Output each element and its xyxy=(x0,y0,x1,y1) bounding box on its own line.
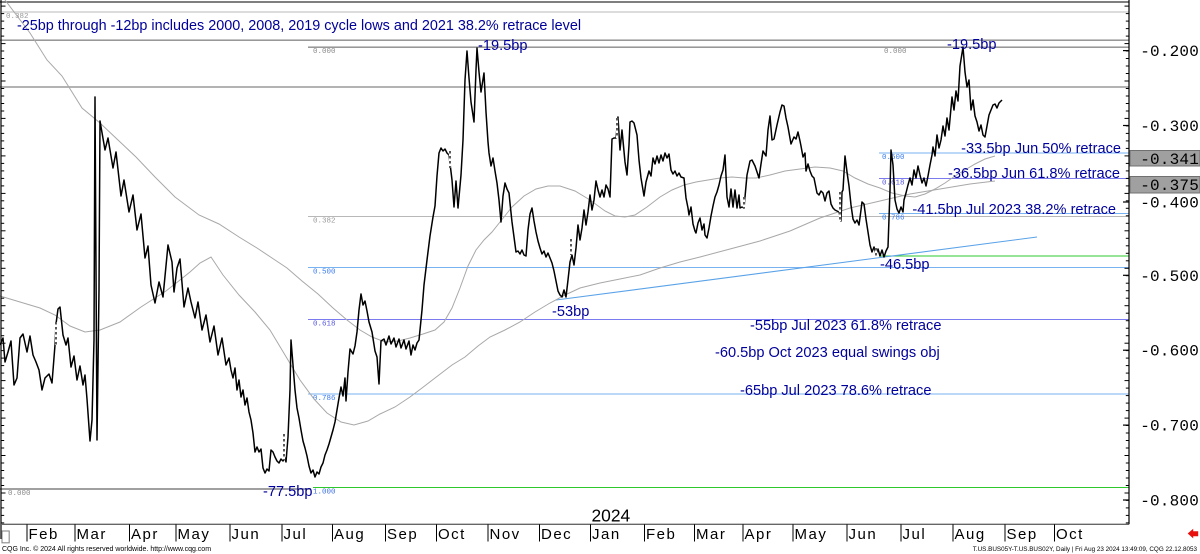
svg-text:May: May xyxy=(178,526,211,543)
svg-text:-0.400: -0.400 xyxy=(1140,195,1199,213)
svg-text:-25bp through -12bp includes 2: -25bp through -12bp includes 2000, 2008,… xyxy=(17,18,581,34)
svg-text:-65bp Jul 2023 78.6% retrace: -65bp Jul 2023 78.6% retrace xyxy=(740,383,931,399)
svg-text:-19.5bp: -19.5bp xyxy=(947,37,997,53)
svg-text:Mar: Mar xyxy=(77,526,107,543)
svg-text:0.000: 0.000 xyxy=(8,490,31,498)
svg-text:-55bp Jul 2023 61.8% retrace: -55bp Jul 2023 61.8% retrace xyxy=(750,318,941,334)
svg-text:Aug: Aug xyxy=(955,526,986,543)
svg-text:-41.5bp Jul 2023 38.2% retrace: -41.5bp Jul 2023 38.2% retrace xyxy=(912,202,1116,218)
svg-text:Jul: Jul xyxy=(903,526,927,543)
svg-text:-0.700: -0.700 xyxy=(1140,418,1199,436)
svg-text:0.382: 0.382 xyxy=(313,218,336,226)
svg-text:-0.300: -0.300 xyxy=(1140,118,1199,136)
svg-text:Mar: Mar xyxy=(696,526,726,543)
svg-text:-60.5bp Oct 2023 equal swings: -60.5bp Oct 2023 equal swings obj xyxy=(715,345,940,361)
svg-text:-0.800: -0.800 xyxy=(1140,493,1199,511)
svg-text:0.000: 0.000 xyxy=(884,48,907,56)
svg-text:0.000: 0.000 xyxy=(313,48,336,56)
svg-text:Aug: Aug xyxy=(334,526,365,543)
svg-text:0.786: 0.786 xyxy=(313,395,336,403)
svg-text:-36.5bp Jun 61.8% retrace: -36.5bp Jun 61.8% retrace xyxy=(948,166,1120,182)
svg-text:-33.5bp Jun 50% retrace: -33.5bp Jun 50% retrace xyxy=(961,141,1121,157)
svg-text:-0.341: -0.341 xyxy=(1140,151,1199,169)
svg-text:Apr: Apr xyxy=(745,526,773,543)
svg-text:0.618: 0.618 xyxy=(313,321,336,329)
svg-text:Sep: Sep xyxy=(387,526,418,543)
svg-text:T.US.BUS05Y-T.US.BUS02Y, Daily: T.US.BUS05Y-T.US.BUS02Y, Daily | Fri Aug… xyxy=(973,546,1198,553)
svg-text:Sep: Sep xyxy=(1007,526,1038,543)
svg-text:-0.375: -0.375 xyxy=(1140,177,1199,195)
svg-text:0.786: 0.786 xyxy=(882,215,905,223)
svg-text:Jan: Jan xyxy=(592,526,621,543)
svg-text:1.000: 1.000 xyxy=(313,489,336,497)
svg-text:-19.5bp: -19.5bp xyxy=(478,38,528,54)
svg-text:-53bp: -53bp xyxy=(552,304,589,320)
svg-text:-0.200: -0.200 xyxy=(1140,43,1199,61)
svg-text:Feb: Feb xyxy=(29,526,59,543)
svg-text:-77.5bp: -77.5bp xyxy=(263,484,313,500)
svg-text:-0.600: -0.600 xyxy=(1140,343,1199,361)
svg-text:Jun: Jun xyxy=(849,526,878,543)
svg-text:Oct: Oct xyxy=(438,526,466,543)
svg-text:Apr: Apr xyxy=(131,526,159,543)
svg-text:-0.500: -0.500 xyxy=(1140,268,1199,286)
svg-text:Feb: Feb xyxy=(646,526,676,543)
svg-text:Jul: Jul xyxy=(284,526,308,543)
svg-text:Dec: Dec xyxy=(541,526,572,543)
svg-text:2024: 2024 xyxy=(592,505,631,525)
svg-text:Jun: Jun xyxy=(232,526,261,543)
svg-text:Nov: Nov xyxy=(490,526,521,543)
svg-text:CQG Inc. © 2024 All rights res: CQG Inc. © 2024 All rights reserved worl… xyxy=(2,545,211,553)
svg-text:0.500: 0.500 xyxy=(313,269,336,277)
svg-text:0.618: 0.618 xyxy=(882,180,905,188)
svg-text:Oct: Oct xyxy=(1056,526,1084,543)
svg-text:May: May xyxy=(795,526,828,543)
svg-text:0.500: 0.500 xyxy=(882,154,905,162)
svg-text:-46.5bp: -46.5bp xyxy=(880,257,930,273)
